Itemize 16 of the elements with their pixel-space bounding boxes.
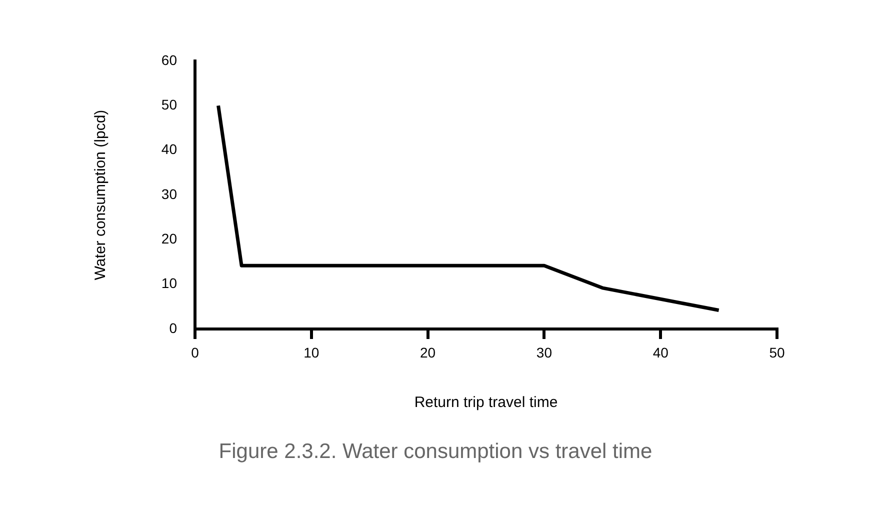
y-tick-label: 60 (161, 52, 178, 68)
y-tick-label: 30 (161, 186, 178, 202)
caption: Figure 2.3.2. Water consumption vs travel time (218, 440, 654, 464)
x-axis-title: Return trip travel time (414, 394, 558, 412)
y-tick-label: 20 (161, 230, 178, 247)
y-tick-label: 50 (161, 96, 178, 113)
y-tick-label: 40 (161, 141, 178, 158)
x-tick-label: 30 (536, 344, 552, 360)
y-axis-title: Water consumption (lpcd) (92, 110, 110, 280)
x-tick-label: 0 (191, 344, 200, 360)
x-tick-label: 20 (420, 344, 436, 360)
x-tick-label: 10 (304, 344, 320, 360)
x-tick-label: 50 (769, 344, 785, 360)
y-tick-label: 10 (161, 275, 178, 292)
y-tick-label: 0 (169, 320, 178, 336)
x-tick-label: 40 (652, 344, 669, 360)
